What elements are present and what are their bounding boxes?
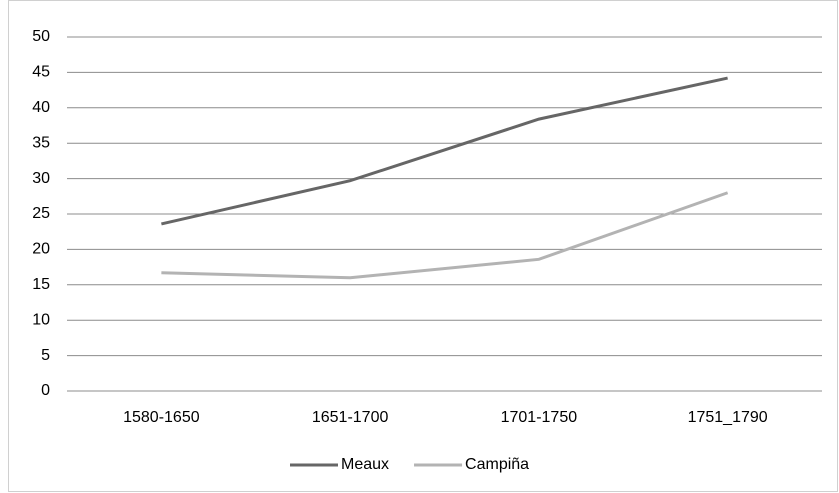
y-tick-label: 25 [32, 205, 50, 222]
y-tick-label: 50 [32, 28, 50, 45]
x-tick-label: 1580-1650 [123, 409, 200, 426]
legend-label: Meaux [341, 456, 389, 473]
chart-border [8, 0, 838, 492]
y-tick-label: 5 [41, 347, 50, 364]
y-tick-label: 40 [32, 99, 50, 116]
x-tick-label: 1751_1790 [688, 409, 768, 426]
y-tick-label: 15 [32, 276, 50, 293]
y-tick-label: 30 [32, 170, 50, 187]
x-tick-label: 1701-1750 [501, 409, 578, 426]
y-tick-label: 20 [32, 241, 50, 258]
y-tick-label: 0 [41, 382, 50, 399]
y-tick-label: 35 [32, 134, 50, 151]
y-tick-label: 45 [32, 64, 50, 81]
x-tick-label: 1651-1700 [312, 409, 389, 426]
series-line [161, 191, 729, 280]
series-line [161, 76, 728, 226]
legend-label: Campiña [465, 456, 529, 473]
y-tick-label: 10 [32, 311, 50, 328]
